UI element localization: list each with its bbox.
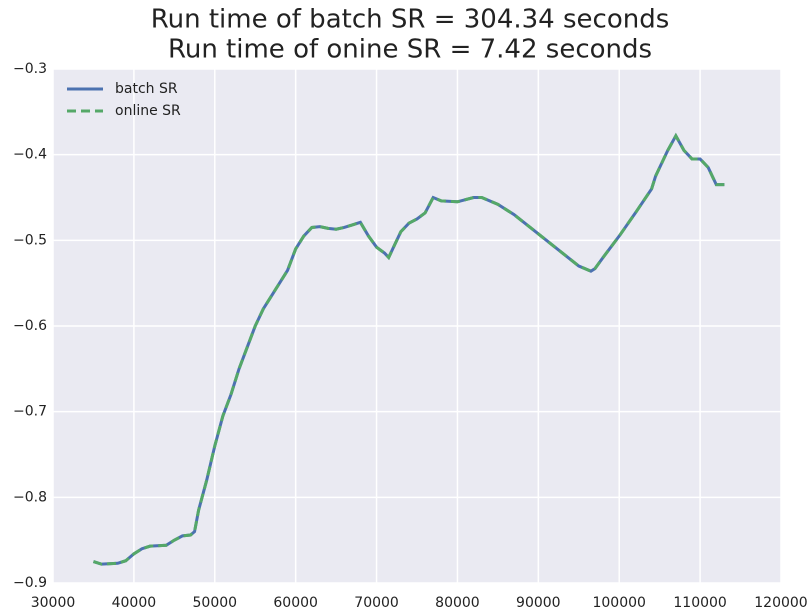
x-tick-label: 100000 — [592, 595, 645, 611]
series-line — [92, 132, 725, 566]
x-tick-label: 110000 — [673, 595, 726, 611]
x-tick-label: 90000 — [516, 595, 561, 611]
x-tick-label: 30000 — [31, 595, 76, 611]
x-tick-label: 50000 — [193, 595, 238, 611]
x-tick-label: 120000 — [754, 595, 807, 611]
y-tick-label: −0.7 — [13, 404, 47, 420]
y-tick-label: −0.3 — [13, 61, 47, 77]
y-tick-label: −0.5 — [13, 232, 47, 248]
y-tick-label: −0.4 — [13, 147, 47, 163]
chart-title: Run time of onine SR = 7.42 seconds — [168, 35, 652, 65]
x-tick-label: 60000 — [273, 595, 318, 611]
legend-label: online SR — [115, 103, 181, 119]
y-tick-label: −0.6 — [13, 318, 47, 334]
y-tick-label: −0.8 — [13, 489, 47, 505]
x-tick-label: 40000 — [112, 595, 157, 611]
x-tick-label: 80000 — [435, 595, 480, 611]
y-tick-label: −0.9 — [13, 575, 47, 591]
legend-label: batch SR — [115, 81, 178, 97]
x-tick-label: 70000 — [354, 595, 399, 611]
chart-title: Run time of batch SR = 304.34 seconds — [151, 5, 670, 35]
